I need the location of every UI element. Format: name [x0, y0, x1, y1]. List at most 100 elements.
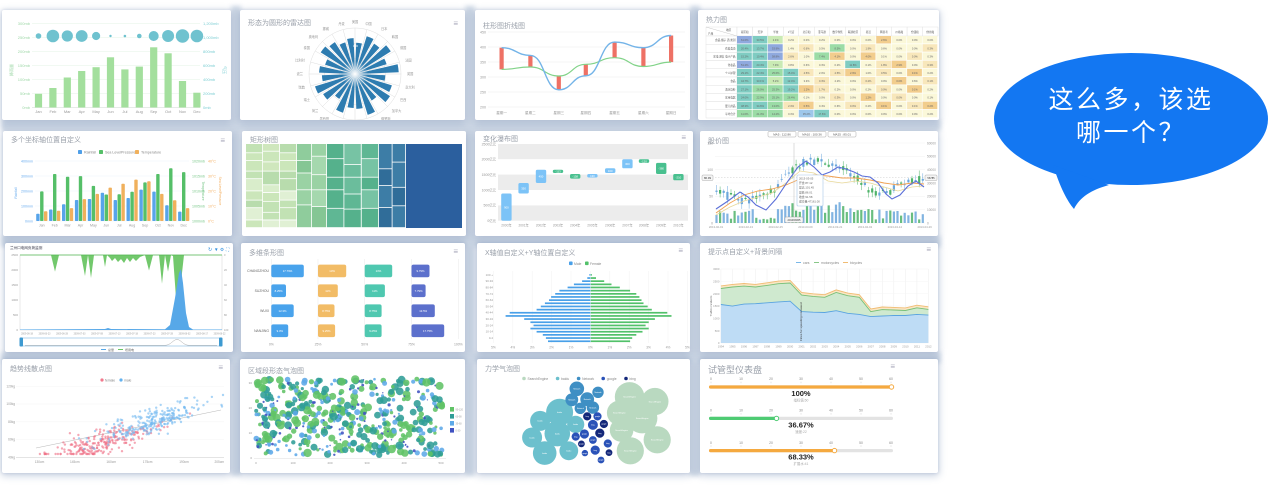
- svg-text:male: male: [124, 378, 131, 382]
- svg-text:20000: 20000: [927, 195, 936, 199]
- svg-text:36.67%: 36.67%: [788, 420, 814, 429]
- svg-text:0.0%: 0.0%: [912, 38, 919, 42]
- svg-text:2005年: 2005年: [587, 223, 598, 228]
- svg-text:0.3%: 0.3%: [819, 63, 826, 67]
- svg-text:20: 20: [769, 377, 773, 381]
- svg-text:20: 20: [249, 406, 253, 410]
- svg-text:Traffics incidents: Traffics incidents: [709, 295, 713, 316]
- svg-text:2007年: 2007年: [622, 223, 633, 228]
- svg-text:2500亿元: 2500亿元: [482, 141, 497, 146]
- svg-text:1500亿元: 1500亿元: [482, 172, 497, 177]
- svg-text:34.6%: 34.6%: [757, 104, 765, 108]
- svg-text:google: google: [582, 434, 587, 436]
- svg-text:0.8%: 0.8%: [788, 63, 795, 67]
- svg-text:26.0%: 26.0%: [757, 87, 765, 91]
- svg-text:160: 160: [608, 169, 613, 173]
- svg-text:100: 100: [353, 44, 358, 48]
- svg-text:0.2%: 0.2%: [788, 38, 795, 42]
- svg-text:墨西哥: 墨西哥: [319, 116, 329, 120]
- svg-text:2004年: 2004年: [570, 223, 581, 228]
- svg-text:波兰: 波兰: [297, 71, 303, 76]
- svg-text:0%: 0%: [588, 346, 593, 350]
- svg-text:0.0%: 0.0%: [850, 79, 857, 83]
- svg-text:5%: 5%: [685, 346, 690, 350]
- svg-text:2013-02-25: 2013-02-25: [768, 225, 783, 229]
- svg-text:0.2%: 0.2%: [835, 63, 842, 67]
- svg-text:20: 20: [224, 268, 227, 272]
- svg-text:2009: 2009: [891, 345, 898, 349]
- svg-text:50%: 50%: [361, 343, 368, 347]
- svg-text:Network: Network: [582, 377, 594, 381]
- svg-text:0.2%: 0.2%: [865, 79, 872, 83]
- svg-text:145cm: 145cm: [70, 460, 80, 464]
- svg-text:Network: Network: [595, 391, 602, 394]
- svg-text:德国: 德国: [400, 45, 406, 50]
- svg-text:▼: ▼: [214, 247, 219, 252]
- svg-text:0mm: 0mm: [25, 219, 33, 223]
- svg-text:2.9%: 2.9%: [850, 71, 857, 75]
- svg-text:0.0%: 0.0%: [896, 46, 903, 50]
- svg-text:google: google: [598, 460, 603, 462]
- svg-text:20: 20: [769, 441, 773, 445]
- svg-text:2013-04-02: 2013-04-02: [858, 225, 873, 229]
- svg-text:0.2%: 0.2%: [927, 71, 934, 75]
- svg-text:10: 10: [739, 409, 743, 413]
- svg-text:成交量:47161.00: 成交量:47161.00: [799, 200, 820, 204]
- svg-text:13.5%: 13.5%: [419, 309, 427, 313]
- svg-text:google: google: [579, 444, 584, 446]
- svg-text:-210: -210: [676, 175, 682, 179]
- svg-text:0.0%: 0.0%: [912, 63, 919, 67]
- svg-text:天津: 天津: [758, 30, 764, 34]
- svg-text:指标值:60: 指标值:60: [794, 398, 809, 403]
- svg-text:bing: bing: [606, 443, 609, 445]
- svg-text:175cm: 175cm: [143, 460, 153, 464]
- svg-text:0-30: 0-30: [456, 430, 461, 433]
- svg-text:130: 130: [590, 174, 595, 178]
- svg-text:400mb: 400mb: [203, 77, 216, 82]
- svg-text:50: 50: [859, 441, 863, 445]
- svg-text:0: 0: [927, 221, 929, 225]
- svg-text:40kg: 40kg: [8, 456, 15, 460]
- svg-text:最低:86.01: 最低:86.01: [799, 190, 813, 194]
- svg-text:300: 300: [480, 76, 486, 80]
- svg-text:10°C: 10°C: [208, 204, 216, 208]
- svg-text:May: May: [90, 224, 97, 228]
- svg-text:baidu: baidu: [542, 453, 547, 455]
- svg-text:25%: 25%: [315, 343, 322, 347]
- svg-text:2000年: 2000年: [501, 223, 512, 228]
- svg-text:0.0%: 0.0%: [912, 112, 919, 116]
- svg-text:60: 60: [889, 409, 893, 413]
- svg-text:bing: bing: [591, 425, 594, 427]
- svg-text:350: 350: [480, 61, 486, 65]
- svg-text:2002年: 2002年: [536, 223, 547, 228]
- svg-text:7.9%: 7.9%: [773, 63, 780, 67]
- svg-text:2.6%: 2.6%: [881, 38, 888, 42]
- svg-text:15.2%: 15.2%: [741, 55, 749, 59]
- svg-text:南区和: 南区和: [741, 30, 749, 34]
- svg-text:婴儿用品: 婴儿用品: [725, 104, 736, 108]
- svg-text:2009-07-18: 2009-07-18: [126, 334, 138, 336]
- svg-text:2.0%: 2.0%: [819, 71, 826, 75]
- svg-text:bing: bing: [607, 452, 610, 454]
- svg-text:1.0%: 1.0%: [865, 71, 872, 75]
- svg-text:google: google: [590, 440, 595, 442]
- svg-text:0.0%: 0.0%: [896, 38, 903, 42]
- svg-text:68.33%: 68.33%: [788, 453, 814, 462]
- svg-text:2009年: 2009年: [656, 223, 667, 228]
- svg-text:俄罗斯: 俄罗斯: [381, 116, 391, 120]
- svg-text:2010: 2010: [902, 345, 909, 349]
- svg-text:Nov: Nov: [168, 224, 175, 228]
- svg-text:Network: Network: [584, 398, 591, 401]
- svg-text:11.8%: 11.8%: [849, 63, 857, 67]
- svg-text:35.2%: 35.2%: [803, 112, 811, 116]
- svg-text:90-94: 90-94: [486, 279, 494, 283]
- svg-text:160cm: 160cm: [106, 460, 116, 464]
- svg-text:2.9%: 2.9%: [896, 63, 903, 67]
- svg-text:100 +: 100 +: [486, 273, 494, 277]
- svg-text:0.2%: 0.2%: [927, 112, 934, 116]
- svg-text:5%: 5%: [491, 346, 496, 350]
- svg-text:0.0%: 0.0%: [865, 112, 872, 116]
- svg-text:27.1%: 27.1%: [741, 87, 749, 91]
- svg-text:学校: 学校: [773, 30, 779, 34]
- svg-text:0.0%: 0.0%: [912, 96, 919, 100]
